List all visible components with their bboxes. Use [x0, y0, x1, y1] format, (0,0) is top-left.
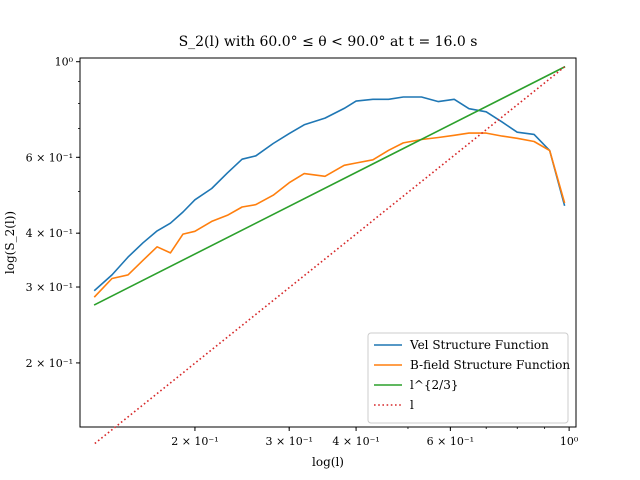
x-axis-label: log(l) — [312, 455, 344, 469]
x-axis: 2 × 10⁻¹ 3 × 10⁻¹ 4 × 10⁻¹ 6 × 10⁻¹ 10⁰ — [171, 427, 579, 448]
x-tick-label: 2 × 10⁻¹ — [171, 435, 218, 448]
y-axis-label: log(S_2(l)) — [3, 211, 17, 274]
legend-label: B-field Structure Function — [410, 358, 570, 372]
legend: Vel Structure Function B-field Structure … — [367, 332, 570, 424]
x-tick-label: 10⁰ — [560, 435, 579, 448]
series-line-1 — [93, 132, 566, 298]
x-tick-label: 3 × 10⁻¹ — [265, 435, 312, 448]
legend-label: l — [410, 398, 414, 412]
y-axis: 2 × 10⁻¹ 3 × 10⁻¹ 4 × 10⁻¹ 6 × 10⁻¹ 10⁰ — [26, 56, 80, 370]
y-tick-label: 3 × 10⁻¹ — [26, 281, 73, 294]
legend-box — [367, 332, 569, 424]
x-tick-label: 6 × 10⁻¹ — [427, 435, 474, 448]
chart-title: S_2(l) with 60.0° ≤ θ < 90.0° at t = 16.… — [179, 34, 478, 50]
x-axis-label-text: log(l) — [312, 455, 344, 469]
series-line-0 — [93, 96, 566, 292]
y-tick-label: 2 × 10⁻¹ — [26, 357, 73, 370]
y-tick-label: 10⁰ — [55, 56, 74, 69]
series-layer — [93, 65, 566, 445]
chart-title-text: S_2(l) with 60.0° ≤ θ < 90.0° at t = 16.… — [179, 34, 478, 50]
y-tick-label: 4 × 10⁻¹ — [26, 227, 73, 240]
y-axis-label-text: log(S_2(l)) — [3, 211, 17, 274]
y-tick-label: 6 × 10⁻¹ — [26, 151, 73, 164]
legend-label: l^{2/3} — [410, 378, 458, 392]
x-tick-label: 4 × 10⁻¹ — [332, 435, 379, 448]
series-line-2 — [93, 65, 566, 306]
legend-label: Vel Structure Function — [409, 338, 549, 352]
plot-area — [79, 57, 577, 428]
